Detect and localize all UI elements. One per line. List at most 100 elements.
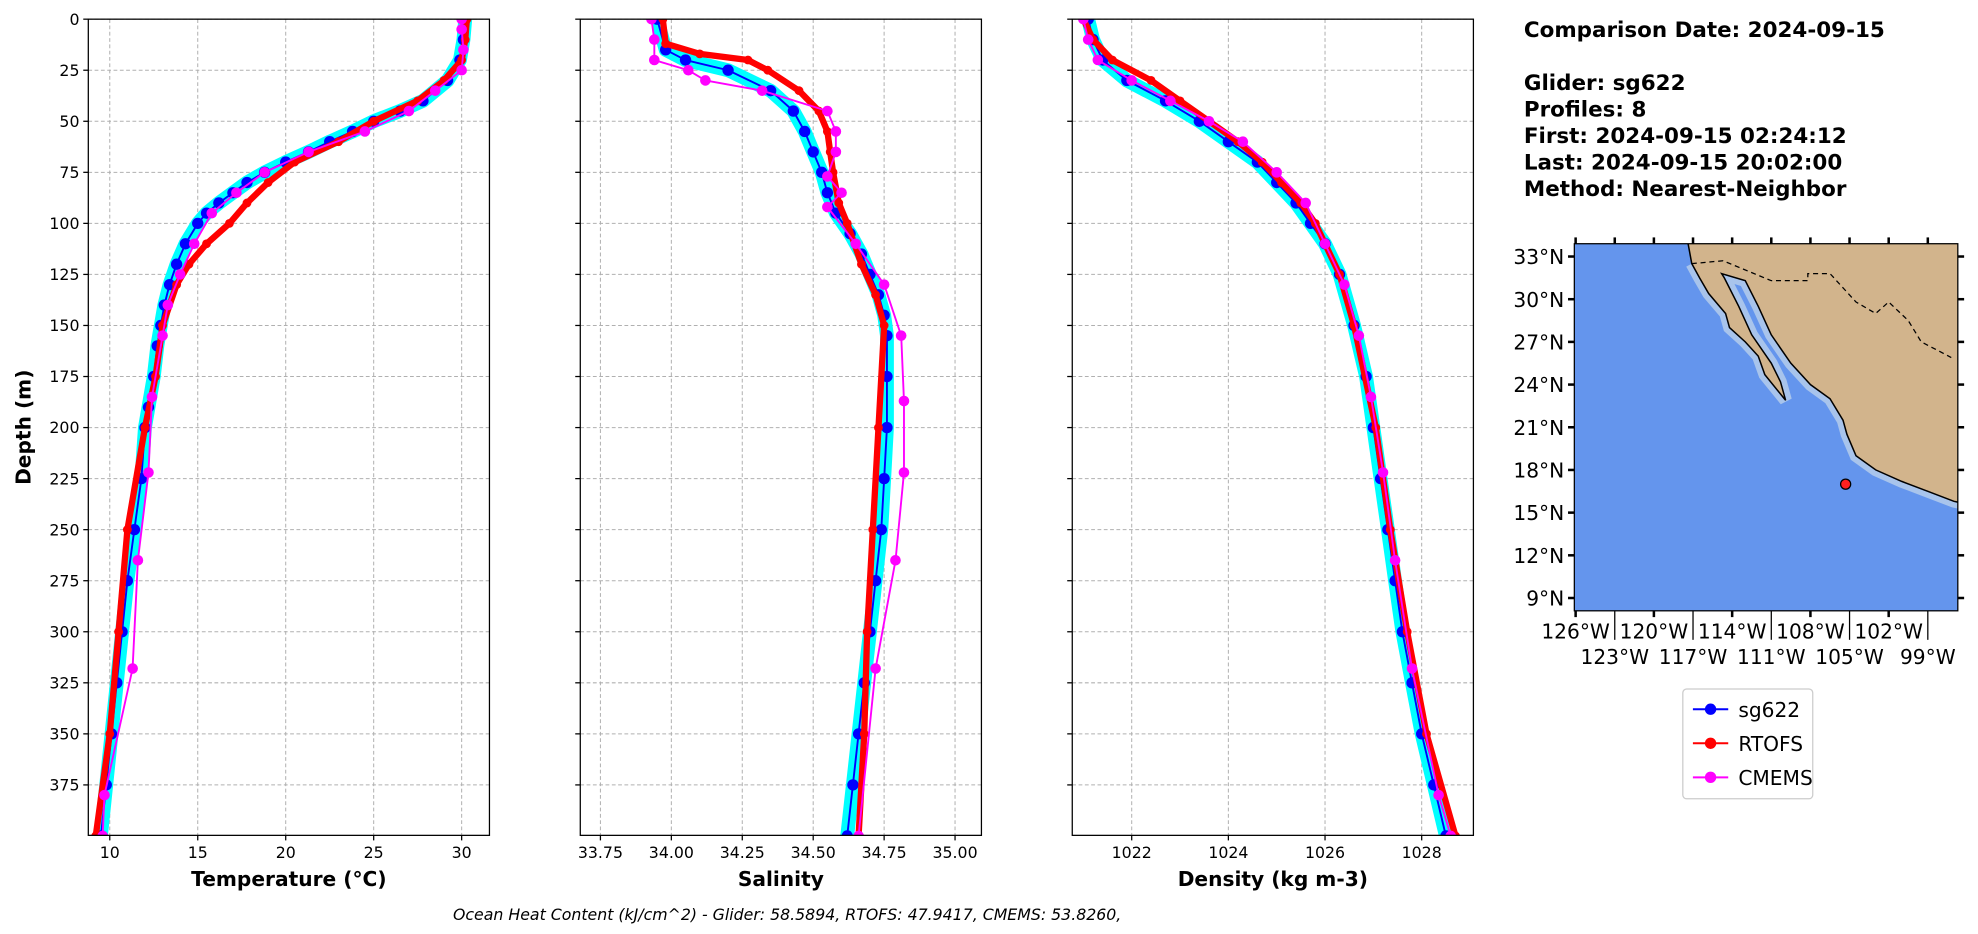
cmems-point: [456, 24, 467, 35]
rtofs-point: [842, 218, 852, 228]
sg622-point: [878, 472, 890, 485]
cmems-point: [1319, 238, 1331, 250]
profile-panels: 10 15 20 25 30025507510012515017520022525027…: [11, 10, 1475, 891]
info-line: Last: 2024-09-15 20:02:00: [1524, 150, 1842, 175]
cmems-point: [822, 201, 833, 213]
cmems-point: [456, 64, 467, 76]
y-tick-label: 375: [49, 776, 79, 795]
rtofs-point: [658, 19, 668, 24]
rtofs-point: [868, 525, 878, 535]
cmems-point: [649, 34, 660, 45]
rtofs-point: [224, 218, 234, 228]
cmems-point: [429, 85, 441, 96]
lat-tick-label: 18°N: [1513, 459, 1564, 483]
cmems-point: [1433, 789, 1444, 801]
lon-tick-label: 114°W: [1698, 620, 1767, 644]
y-tick-label: 75: [59, 163, 79, 182]
plot-area: [646, 19, 910, 836]
lat-tick-label: 30°N: [1513, 288, 1564, 312]
rtofs-point: [1175, 96, 1185, 106]
rtofs-point: [834, 198, 844, 208]
panel-salinity: 33.75 34.00 34.25 34.50 34.75 35.00 Salinity: [575, 18, 983, 891]
lon-tick-label: 102°W: [1854, 620, 1923, 644]
cmems-point: [830, 126, 842, 137]
x-tick-label: 25: [364, 843, 384, 862]
y-tick-label: 200: [49, 418, 79, 437]
cmems-point: [683, 64, 694, 76]
cmems-point: [1203, 115, 1215, 127]
sg622-point: [821, 187, 834, 199]
cmems-point: [162, 299, 174, 311]
lon-tick-label: 105°W: [1815, 645, 1884, 669]
info-line: First: 2024-09-15 02:24:12: [1524, 124, 1847, 149]
country-border: [1691, 260, 1952, 359]
x-tick-label: 1028: [1402, 843, 1442, 862]
x-tick-label: 35.00: [933, 843, 978, 862]
rtofs-point: [743, 55, 753, 65]
cmems-point: [146, 391, 158, 403]
cmems-point: [188, 238, 200, 250]
info-line: Profiles: 8: [1524, 97, 1647, 122]
cmems-point: [1353, 330, 1365, 341]
cmems-point: [303, 146, 314, 158]
cmems-line: [101, 19, 465, 836]
cmems-point: [231, 187, 242, 199]
y-tick-label: 50: [59, 112, 79, 131]
sg622-point: [881, 421, 893, 434]
x-tick-label: 20: [276, 843, 296, 862]
rtofs-point: [822, 127, 832, 136]
y-tick-label: 25: [59, 61, 79, 80]
lon-tick-label: 99°W: [1900, 645, 1956, 669]
rtofs-point: [871, 290, 881, 300]
cmems-point: [853, 830, 864, 836]
info-line: Method: Nearest-Neighbor: [1524, 177, 1847, 202]
y-tick-label: 125: [49, 265, 79, 284]
rtofs-point: [263, 178, 273, 187]
sg622-point: [241, 176, 253, 189]
cmems-point: [97, 830, 108, 836]
legend-label: sg622: [1738, 698, 1800, 722]
cmems-point: [822, 105, 833, 117]
rtofs-point: [859, 729, 869, 739]
x-axis-label: Temperature (°C): [191, 867, 386, 891]
y-tick-label: 175: [49, 367, 79, 386]
plot-area: [1078, 19, 1460, 836]
sg622-point: [799, 125, 811, 138]
legend-marker: [1704, 737, 1717, 749]
info-line: Comparison Date: 2024-09-15: [1524, 18, 1885, 43]
x-tick-label: 1022: [1112, 843, 1152, 862]
x-tick-label: 34.25: [720, 843, 765, 862]
y-tick-label: 275: [49, 571, 79, 590]
rtofs-point: [862, 627, 872, 637]
cmems-point: [898, 395, 910, 407]
lat-tick-label: 27°N: [1513, 330, 1564, 354]
lon-tick-label: 126°W: [1541, 620, 1610, 644]
cmems-point: [895, 330, 907, 341]
x-tick-label: 34.75: [862, 843, 907, 862]
cmems-point: [878, 279, 890, 290]
cmems-point: [127, 663, 138, 674]
lat-tick-label: 15°N: [1513, 501, 1564, 525]
rtofs-point: [857, 259, 866, 269]
cmems-point: [822, 171, 833, 182]
info-text: Comparison Date: 2024-09-15 Glider: sg622…: [1524, 18, 1885, 202]
cmems-point: [1406, 663, 1418, 674]
lon-tick-label: 111°W: [1737, 645, 1806, 669]
lon-tick-label: 123°W: [1580, 645, 1649, 669]
cmems-point: [646, 19, 657, 25]
legend-label: RTOFS: [1738, 732, 1803, 756]
cmems-point: [174, 269, 186, 280]
cmems-point: [1237, 136, 1249, 147]
cmems-point: [1339, 279, 1350, 290]
rtofs-point: [794, 86, 804, 96]
sg622-point: [875, 523, 887, 536]
legend-label: CMEMS: [1738, 766, 1812, 790]
sg622-point: [179, 238, 192, 250]
cmems-point: [1082, 34, 1094, 45]
cmems-point: [458, 44, 469, 56]
panel-temperature: 10 15 20 25 30025507510012515017520022525027…: [11, 10, 491, 891]
rtofs-point: [763, 65, 773, 75]
cmems-point: [890, 554, 901, 566]
cmems-point: [700, 75, 711, 86]
cmems-point: [132, 554, 144, 566]
